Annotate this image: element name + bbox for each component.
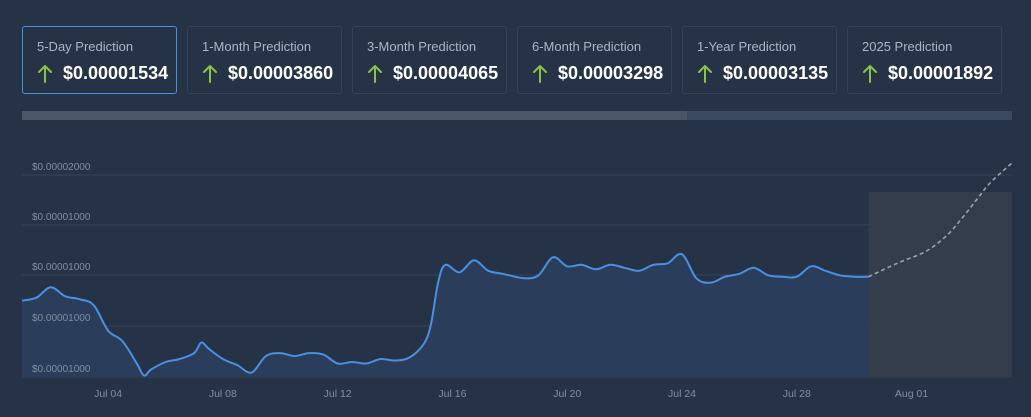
- y-tick-label: $0.00001000: [32, 262, 91, 273]
- prediction-value-text: $0.00004065: [393, 63, 499, 83]
- prediction-label: 3-Month Prediction: [367, 39, 477, 54]
- history-series-line: [21, 252, 869, 377]
- prediction-card[interactable]: 1-Year Prediction $0.00003135: [682, 26, 837, 94]
- arrow-up-icon: [368, 64, 382, 83]
- prediction-value-text: $0.00003298: [558, 63, 664, 83]
- prediction-value: $0.00004065: [367, 63, 498, 84]
- prediction-card[interactable]: 5-Day Prediction $0.00001534: [22, 26, 177, 94]
- history-area: [22, 253, 869, 377]
- prediction-label: 6-Month Prediction: [532, 39, 642, 54]
- prediction-value: $0.00003298: [532, 63, 663, 84]
- prediction-card[interactable]: 2025 Prediction $0.00001892: [847, 26, 1002, 94]
- prediction-label: 5-Day Prediction: [37, 39, 134, 54]
- prediction-value: $0.00001534: [37, 63, 168, 84]
- y-tick-label: $0.00001000: [32, 313, 91, 324]
- arrow-up-icon: [698, 64, 712, 83]
- x-tick-label: Jul 24: [668, 388, 696, 400]
- range-selector-fill[interactable]: [22, 111, 688, 120]
- range-selector[interactable]: [22, 111, 1012, 120]
- arrow-up-icon: [38, 64, 52, 83]
- prediction-card[interactable]: 1-Month Prediction $0.00003860: [187, 26, 342, 94]
- x-tick-label: Jul 28: [783, 388, 811, 400]
- prediction-label: 2025 Prediction: [862, 39, 953, 54]
- prediction-value: $0.00003135: [697, 63, 828, 84]
- forecast-region: [868, 192, 1012, 377]
- prediction-label: 1-Year Prediction: [697, 39, 797, 54]
- prediction-value: $0.00003860: [202, 63, 333, 84]
- prediction-card[interactable]: 6-Month Prediction $0.00003298: [517, 26, 672, 94]
- forecast-series-line: [868, 162, 1013, 278]
- prediction-card[interactable]: 3-Month Prediction $0.00004065: [352, 26, 507, 94]
- prediction-value: $0.00001892: [862, 63, 993, 84]
- x-tick-label: Jul 04: [94, 388, 122, 400]
- arrow-up-icon: [203, 64, 217, 83]
- arrow-up-icon: [863, 64, 877, 83]
- y-tick-label: $0.00001000: [32, 364, 91, 375]
- price-chart: $0.00002000 $0.00001000 $0.00001000 $0.0000…: [21, 162, 1013, 400]
- prediction-value-text: $0.00001892: [888, 63, 994, 83]
- x-tick-label: Jul 08: [209, 388, 237, 400]
- arrow-up-icon: [533, 64, 547, 83]
- x-tick-label: Jul 20: [553, 388, 581, 400]
- prediction-value-text: $0.00003860: [228, 63, 334, 83]
- prediction-value-text: $0.00003135: [723, 63, 829, 83]
- y-tick-label: $0.00001000: [32, 212, 91, 223]
- x-tick-label: Jul 16: [438, 388, 466, 400]
- x-tick-label: Aug 01: [895, 388, 928, 400]
- prediction-label: 1-Month Prediction: [202, 39, 312, 54]
- prediction-value-text: $0.00001534: [63, 63, 169, 83]
- x-tick-label: Jul 12: [324, 388, 352, 400]
- y-tick-label: $0.00002000: [32, 162, 91, 173]
